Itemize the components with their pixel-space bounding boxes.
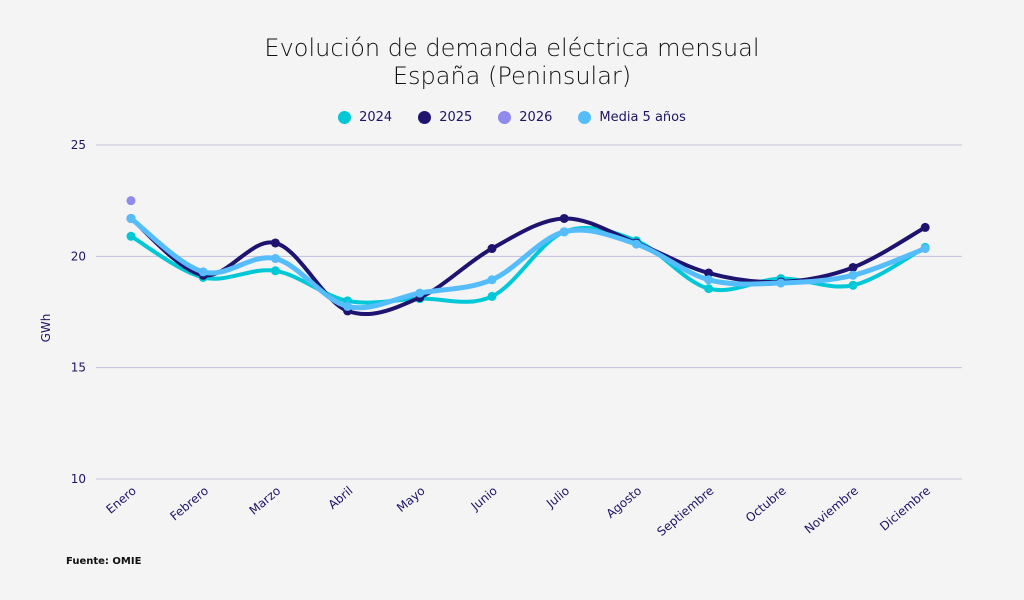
legend-marker xyxy=(418,111,432,124)
y-tick-label: 20 xyxy=(71,249,86,263)
x-tick-label: Noviembre xyxy=(802,484,861,537)
data-point xyxy=(198,267,208,277)
data-point xyxy=(559,227,569,237)
data-point xyxy=(270,266,280,276)
legend-item-2024[interactable]: 2024 xyxy=(338,110,392,125)
x-tick-label: Enero xyxy=(103,484,138,517)
legend: 2024 2025 2026 Media 5 años xyxy=(0,110,1024,125)
x-tick-label: Julio xyxy=(543,484,572,512)
legend-item-media[interactable]: Media 5 años xyxy=(578,110,686,125)
data-point xyxy=(343,301,353,311)
data-point xyxy=(487,291,497,301)
data-point xyxy=(126,196,136,206)
x-tick-label: Mayo xyxy=(394,484,428,515)
legend-marker xyxy=(338,111,352,124)
x-tick-label: Junio xyxy=(468,484,500,514)
data-point xyxy=(704,284,714,294)
data-point xyxy=(848,280,858,290)
data-point xyxy=(559,213,569,223)
y-axis-label: GWh xyxy=(39,314,53,343)
data-point xyxy=(126,231,136,241)
data-point xyxy=(487,244,497,254)
data-point xyxy=(270,254,280,264)
data-point xyxy=(270,238,280,248)
series-line-2024 xyxy=(129,225,928,305)
y-tick-label: 25 xyxy=(71,138,86,152)
data-point xyxy=(920,222,930,232)
data-point xyxy=(631,239,641,249)
legend-item-2026[interactable]: 2026 xyxy=(498,110,552,125)
x-tick-label: Agosto xyxy=(604,484,645,521)
x-tick-label: Diciembre xyxy=(877,484,933,534)
chart-subtitle: España (Peninsular) xyxy=(392,62,632,90)
legend-label: 2024 xyxy=(359,110,393,125)
data-point xyxy=(126,213,136,223)
x-tick-label: Marzo xyxy=(247,484,284,518)
legend-marker xyxy=(578,111,592,124)
legend-marker xyxy=(498,111,512,124)
y-tick-label: 10 xyxy=(71,472,86,486)
data-point xyxy=(704,268,714,278)
y-tick-label: 15 xyxy=(71,361,86,375)
data-point xyxy=(487,275,497,285)
legend-label: 2026 xyxy=(519,110,553,125)
legend-item-2025[interactable]: 2025 xyxy=(418,110,472,125)
x-tick-label: Febrero xyxy=(167,484,211,524)
x-tick-label: Octubre xyxy=(743,484,789,526)
x-tick-label: Abril xyxy=(326,484,356,512)
chart-title: Evolución de demanda eléctrica mensual xyxy=(264,34,760,62)
data-point xyxy=(848,262,858,272)
source-note: Fuente: OMIE xyxy=(66,556,142,567)
data-point xyxy=(776,278,786,288)
legend-label: 2025 xyxy=(439,110,473,125)
data-point xyxy=(704,275,714,285)
x-tick-label: Septiembre xyxy=(654,484,716,539)
data-point xyxy=(415,288,425,298)
data-point xyxy=(920,244,930,254)
data-point xyxy=(848,270,858,280)
legend-label: Media 5 años xyxy=(599,110,686,125)
